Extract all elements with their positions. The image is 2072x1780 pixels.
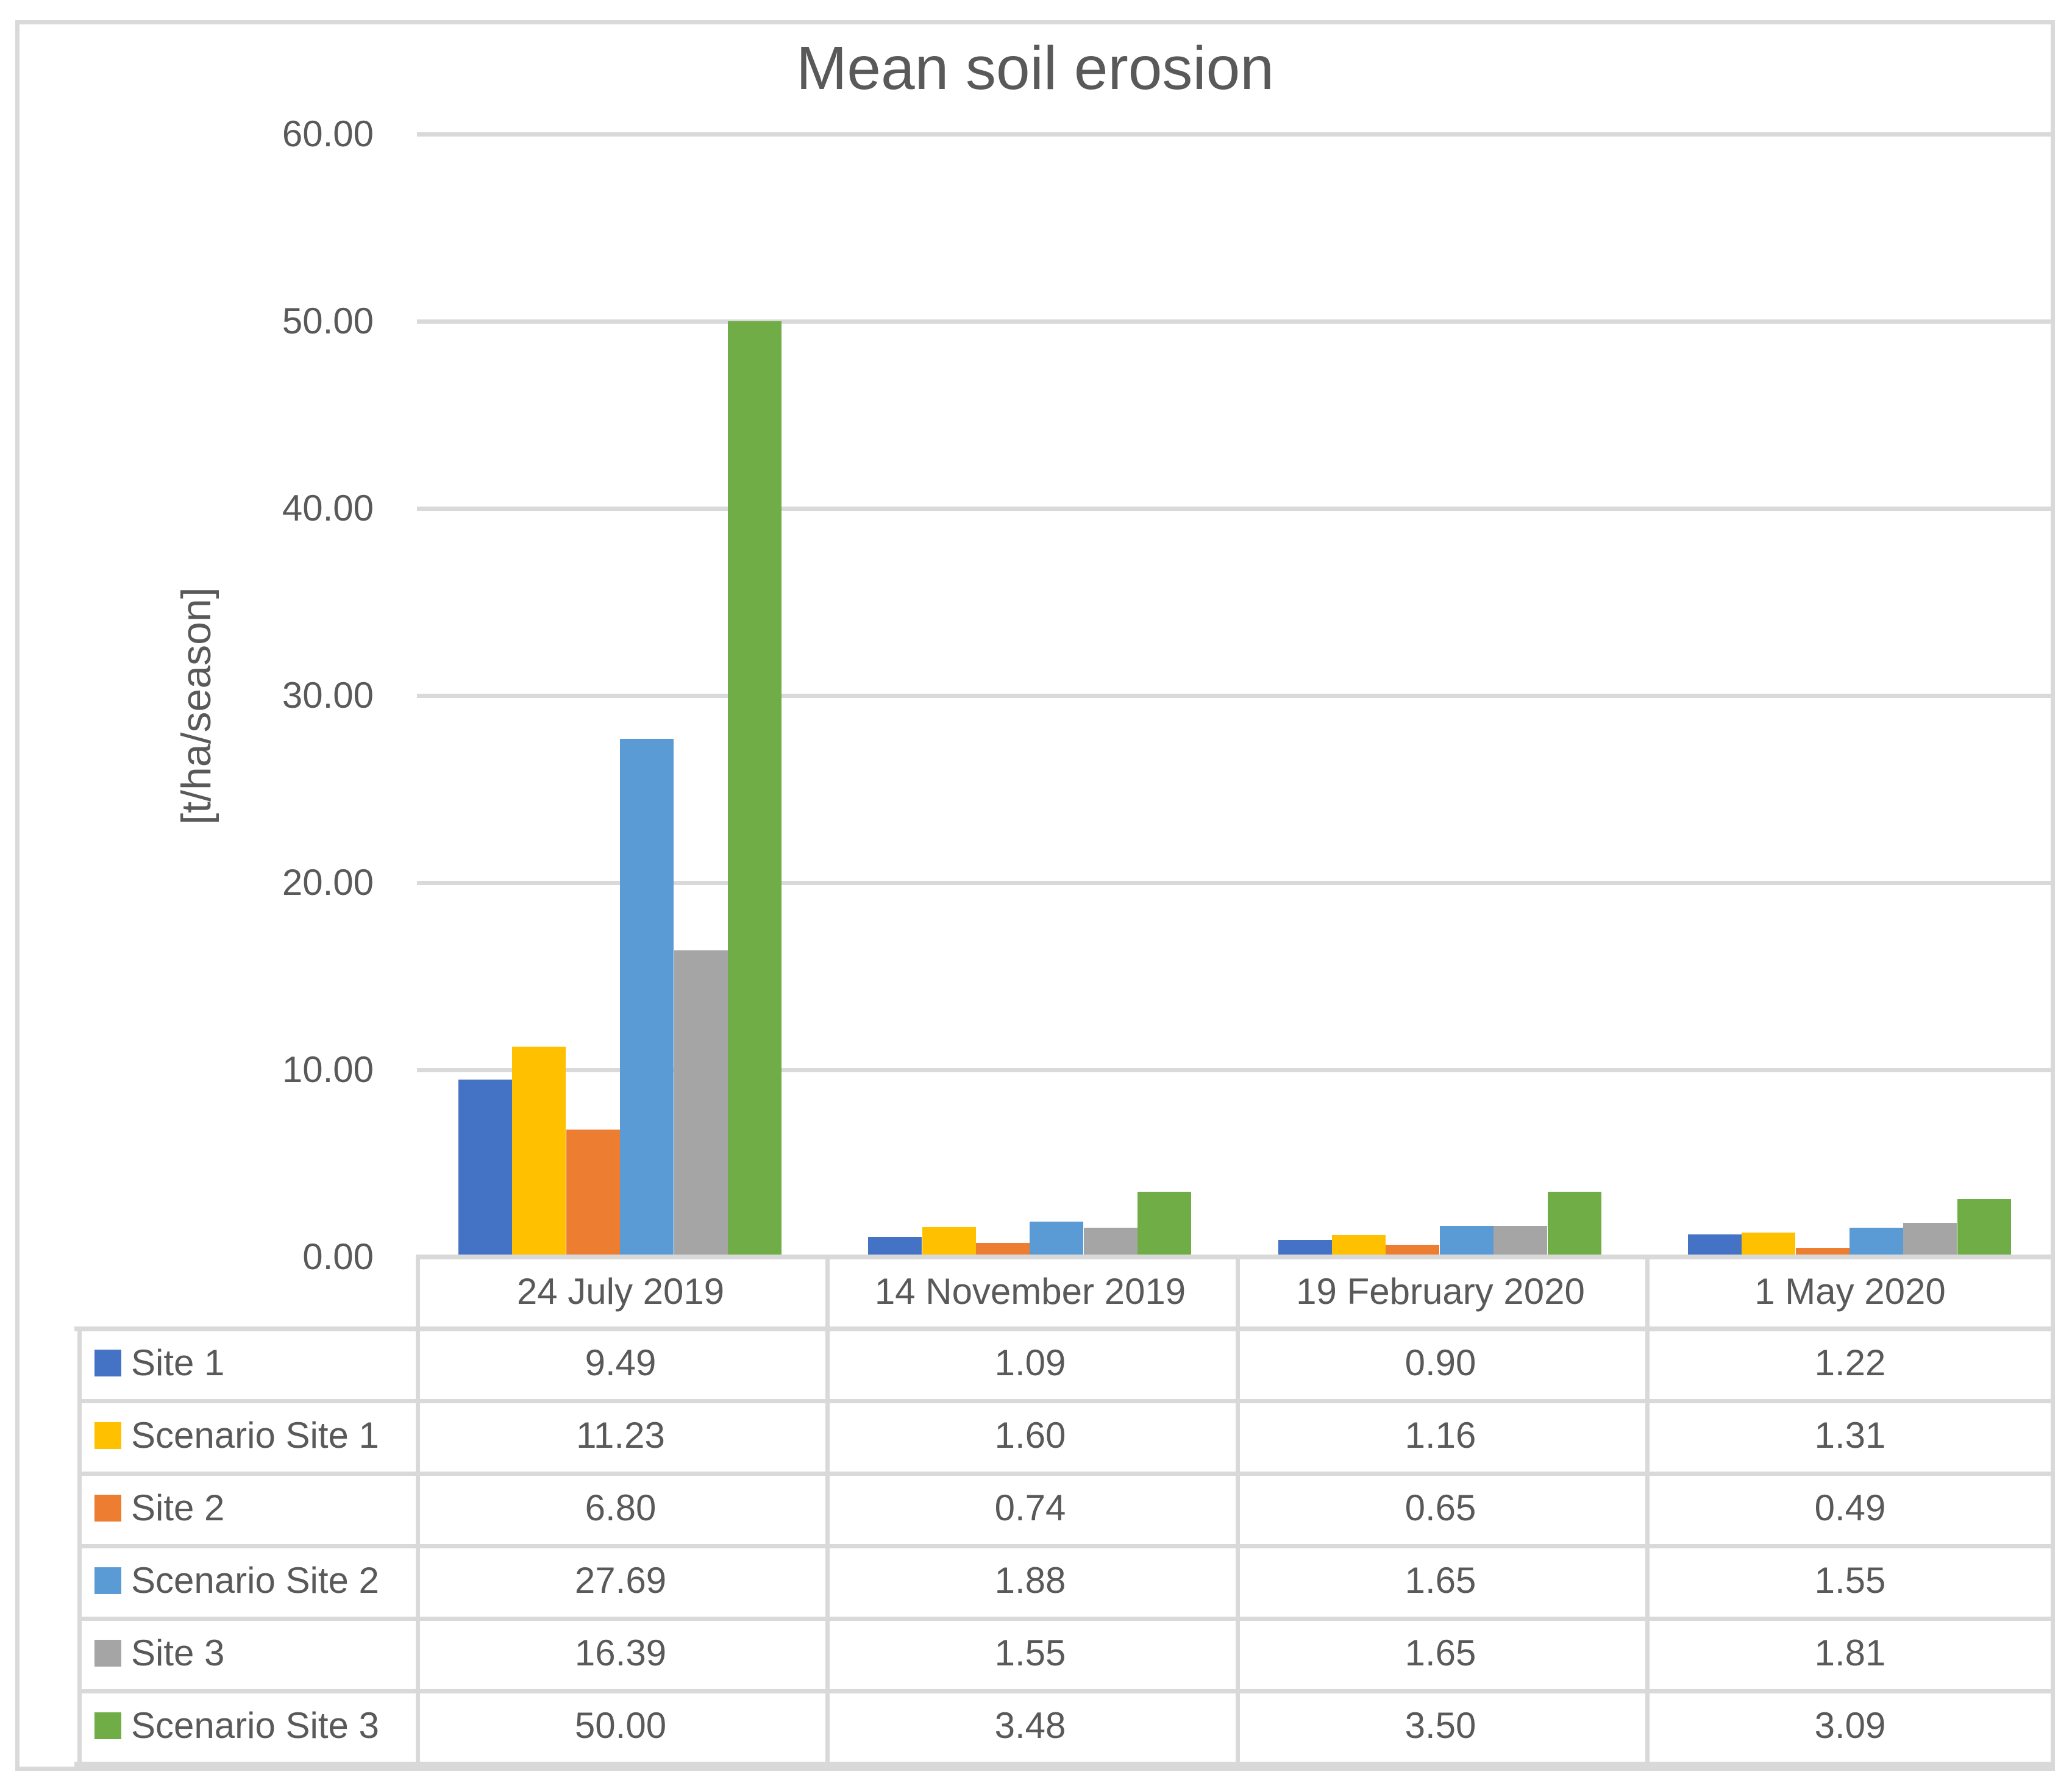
bar-scenario-site-1-24-july-2019 bbox=[512, 1047, 566, 1257]
bar-site-1-24-july-2019 bbox=[458, 1080, 512, 1257]
table-value-site-3-14-november-2019: 1.55 bbox=[994, 1632, 1066, 1673]
table-value-scenario-site-2-19-february-2020: 1.65 bbox=[1404, 1560, 1476, 1601]
table-value-site-3-1-may-2020: 1.81 bbox=[1814, 1632, 1886, 1673]
gridline-20 bbox=[417, 881, 2052, 885]
table-border-axis bbox=[416, 1255, 2055, 1259]
table-border-row bbox=[77, 1399, 2055, 1403]
bar-scenario-site-3-24-july-2019 bbox=[728, 321, 781, 1257]
table-border-col bbox=[1236, 1257, 1240, 1762]
legend-label-site-1: Site 1 bbox=[131, 1342, 225, 1383]
bar-site-1-19-february-2020 bbox=[1278, 1240, 1332, 1257]
gridline-50 bbox=[417, 319, 2052, 324]
legend-label-site-2: Site 2 bbox=[131, 1487, 225, 1528]
table-value-site-1-1-may-2020: 1.22 bbox=[1814, 1342, 1886, 1383]
table-border-col bbox=[1645, 1257, 1650, 1762]
y-tick-label: 10.00 bbox=[282, 1049, 374, 1090]
table-border-col bbox=[825, 1257, 830, 1762]
legend-key-scenario-site-3 bbox=[94, 1712, 121, 1739]
table-header-1-may-2020: 1 May 2020 bbox=[1754, 1271, 1946, 1312]
bar-site-2-19-february-2020 bbox=[1386, 1245, 1439, 1257]
table-value-scenario-site-2-24-july-2019: 27.69 bbox=[574, 1560, 667, 1601]
bar-scenario-site-3-19-february-2020 bbox=[1548, 1192, 1601, 1257]
gridline-10 bbox=[417, 1068, 2052, 1072]
table-value-site-1-24-july-2019: 9.49 bbox=[585, 1342, 657, 1383]
table-header-19-february-2020: 19 February 2020 bbox=[1296, 1271, 1585, 1312]
table-value-scenario-site-3-1-may-2020: 3.09 bbox=[1814, 1705, 1886, 1746]
bar-site-1-1-may-2020 bbox=[1688, 1234, 1742, 1257]
y-tick-label: 40.00 bbox=[282, 488, 374, 529]
y-tick-label: 20.00 bbox=[282, 862, 374, 903]
table-value-scenario-site-3-24-july-2019: 50.00 bbox=[574, 1705, 667, 1746]
gridline-40 bbox=[417, 507, 2052, 511]
legend-key-scenario-site-2 bbox=[94, 1567, 121, 1594]
bar-site-2-14-november-2019 bbox=[976, 1243, 1030, 1257]
table-border-bottom bbox=[74, 1762, 2055, 1768]
table-border-right bbox=[2051, 1257, 2055, 1762]
gridline-30 bbox=[417, 694, 2052, 698]
legend-key-site-2 bbox=[94, 1495, 121, 1522]
y-tick-label: 50.00 bbox=[282, 301, 374, 341]
table-value-scenario-site-1-24-july-2019: 11.23 bbox=[576, 1415, 665, 1456]
bar-site-3-24-july-2019 bbox=[674, 950, 728, 1257]
table-border-row bbox=[77, 1544, 2055, 1548]
table-value-scenario-site-3-19-february-2020: 3.50 bbox=[1404, 1705, 1476, 1746]
bar-scenario-site-2-19-february-2020 bbox=[1440, 1226, 1493, 1257]
figure-border bbox=[15, 20, 2055, 1771]
table-value-site-3-19-february-2020: 1.65 bbox=[1404, 1632, 1476, 1673]
table-border-left bbox=[77, 1326, 82, 1762]
legend-label-scenario-site-3: Scenario Site 3 bbox=[131, 1705, 379, 1746]
bar-scenario-site-3-1-may-2020 bbox=[1957, 1199, 2011, 1257]
y-tick-label: 60.00 bbox=[282, 113, 374, 154]
table-value-site-2-14-november-2019: 0.74 bbox=[994, 1487, 1066, 1528]
bar-site-1-14-november-2019 bbox=[868, 1237, 922, 1257]
bar-scenario-site-2-14-november-2019 bbox=[1030, 1222, 1083, 1257]
table-border-col bbox=[416, 1257, 420, 1762]
bar-scenario-site-2-1-may-2020 bbox=[1849, 1228, 1903, 1257]
bar-site-3-14-november-2019 bbox=[1084, 1228, 1137, 1257]
bar-site-3-19-february-2020 bbox=[1493, 1226, 1547, 1257]
table-value-scenario-site-1-19-february-2020: 1.16 bbox=[1404, 1415, 1476, 1456]
table-border-header-bottom bbox=[74, 1326, 2055, 1331]
table-border-row bbox=[77, 1689, 2055, 1693]
legend-label-scenario-site-2: Scenario Site 2 bbox=[131, 1560, 379, 1601]
bar-scenario-site-1-14-november-2019 bbox=[922, 1227, 976, 1257]
legend-label-scenario-site-1: Scenario Site 1 bbox=[131, 1415, 379, 1456]
table-header-14-november-2019: 14 November 2019 bbox=[874, 1271, 1186, 1312]
bar-site-3-1-may-2020 bbox=[1903, 1223, 1957, 1257]
bar-site-2-24-july-2019 bbox=[566, 1130, 620, 1257]
table-value-scenario-site-1-14-november-2019: 1.60 bbox=[994, 1415, 1066, 1456]
table-value-site-1-14-november-2019: 1.09 bbox=[994, 1342, 1066, 1383]
table-value-site-2-19-february-2020: 0.65 bbox=[1404, 1487, 1476, 1528]
table-value-scenario-site-1-1-may-2020: 1.31 bbox=[1814, 1415, 1886, 1456]
legend-key-site-3 bbox=[94, 1640, 121, 1667]
bar-scenario-site-1-19-february-2020 bbox=[1332, 1235, 1386, 1257]
legend-key-site-1 bbox=[94, 1350, 121, 1376]
table-value-scenario-site-2-14-november-2019: 1.88 bbox=[994, 1560, 1066, 1601]
bar-scenario-site-2-24-july-2019 bbox=[620, 739, 674, 1257]
chart-title: Mean soil erosion bbox=[796, 34, 1274, 102]
bar-scenario-site-3-14-november-2019 bbox=[1137, 1192, 1191, 1257]
bar-scenario-site-1-1-may-2020 bbox=[1742, 1233, 1795, 1257]
y-tick-label: 30.00 bbox=[282, 675, 374, 716]
table-value-scenario-site-2-1-may-2020: 1.55 bbox=[1814, 1560, 1886, 1601]
gridline-60 bbox=[417, 132, 2052, 137]
y-tick-label: 0.00 bbox=[302, 1236, 374, 1277]
table-value-site-2-24-july-2019: 6.80 bbox=[585, 1487, 657, 1528]
legend-label-site-3: Site 3 bbox=[131, 1632, 225, 1673]
table-border-row bbox=[77, 1617, 2055, 1621]
legend-key-scenario-site-1 bbox=[94, 1422, 121, 1449]
table-header-24-july-2019: 24 July 2019 bbox=[516, 1271, 725, 1312]
table-border-row bbox=[77, 1472, 2055, 1476]
table-value-site-2-1-may-2020: 0.49 bbox=[1814, 1487, 1886, 1528]
table-value-site-3-24-july-2019: 16.39 bbox=[574, 1632, 667, 1673]
table-value-scenario-site-3-14-november-2019: 3.48 bbox=[994, 1705, 1066, 1746]
table-value-site-1-19-february-2020: 0.90 bbox=[1404, 1342, 1476, 1383]
